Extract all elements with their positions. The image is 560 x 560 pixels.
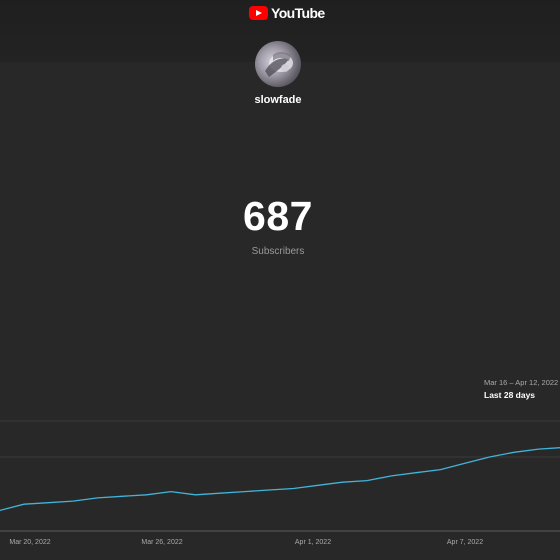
subscriber-label: Subscribers	[251, 246, 305, 257]
chart-date-range: Mar 16 – Apr 12, 2022	[484, 378, 559, 387]
subscriber-count: 687	[243, 193, 313, 239]
youtube-logo[interactable]: YouTube	[249, 5, 325, 21]
chart-period: Last 28 days	[484, 390, 536, 400]
x-tick-label: Mar 26, 2022	[141, 539, 182, 546]
x-tick-label: Mar 20, 2022	[9, 539, 50, 546]
x-tick-label: Apr 7, 2022	[447, 539, 483, 546]
chart-series-line	[0, 447, 560, 512]
x-tick-label: Apr 1, 2022	[295, 539, 331, 546]
subscriber-chart[interactable]: Mar 20, 2022 Mar 26, 2022 Apr 1, 2022 Apr 7…	[0, 405, 560, 560]
avatar[interactable]	[255, 41, 301, 87]
youtube-play-icon	[249, 6, 268, 20]
avatar-image	[265, 52, 293, 77]
channel-name[interactable]: slowfade	[254, 94, 302, 106]
youtube-logo-text: YouTube	[271, 5, 325, 21]
